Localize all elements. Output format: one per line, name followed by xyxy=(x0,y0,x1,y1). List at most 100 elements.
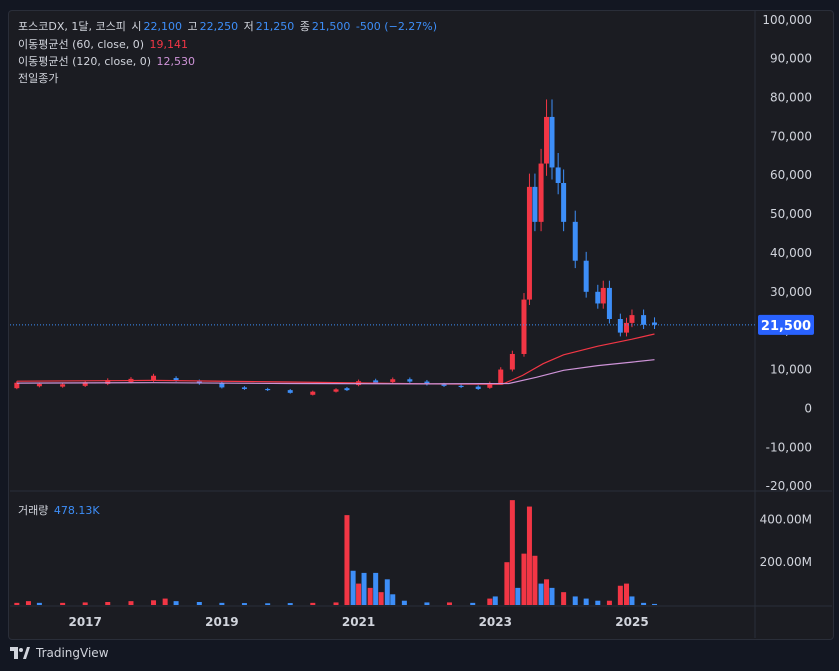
volume-bar xyxy=(378,592,384,605)
candle-body xyxy=(475,386,481,389)
volume-bar xyxy=(25,601,31,605)
ma120-legend[interactable]: 이동평균선 (120, close, 0) 12,530 xyxy=(18,53,197,69)
candle-body xyxy=(521,299,527,354)
volume-bar xyxy=(310,602,316,605)
time-tick-label: 2017 xyxy=(68,615,101,629)
volume-bar xyxy=(128,601,134,605)
candle-body xyxy=(561,182,567,222)
volume-bar xyxy=(105,602,111,605)
ma60-legend[interactable]: 이동평균선 (60, close, 0) 19,141 xyxy=(18,36,190,52)
candle-body xyxy=(487,383,493,388)
volume-bar xyxy=(526,506,532,605)
ma60-label: 이동평균선 (60, close, 0) xyxy=(18,38,144,51)
volume-bar xyxy=(617,585,623,605)
ma60-value: 19,141 xyxy=(149,38,189,51)
candle-body xyxy=(82,382,88,386)
candle-body xyxy=(424,381,430,385)
candle-body xyxy=(333,389,339,392)
close-value: 21,500 xyxy=(311,20,351,33)
candle-body xyxy=(344,388,350,391)
candle-body xyxy=(509,353,515,370)
volume-bar xyxy=(219,602,225,605)
candle-body xyxy=(105,380,111,384)
volume-bar xyxy=(492,596,498,605)
price-tick-label: 70,000 xyxy=(770,129,812,143)
candle-body xyxy=(526,186,532,300)
candle-body xyxy=(617,319,623,333)
candle-body xyxy=(606,287,612,320)
candle-body xyxy=(572,221,578,261)
ma120-value: 12,530 xyxy=(156,55,196,68)
volume-bar xyxy=(333,602,339,605)
volume-bar xyxy=(265,603,271,605)
volume-bar xyxy=(14,602,20,605)
volume-tick-label: 400.00M xyxy=(760,512,812,526)
prev-close-label: 전일종가 xyxy=(18,72,59,85)
candle-body xyxy=(196,381,202,384)
volume-bar xyxy=(373,572,379,605)
volume-bar xyxy=(595,600,601,605)
volume-bar xyxy=(151,600,157,605)
volume-bar xyxy=(241,603,247,605)
volume-series xyxy=(14,500,658,605)
price-tick-label: 100,000 xyxy=(762,13,812,27)
price-axis: 100,000 90,000 80,000 70,000 60,000 50,000 40,… xyxy=(762,13,812,493)
volume-bar xyxy=(487,598,493,605)
open-label: 시 xyxy=(131,20,142,33)
candle-body xyxy=(36,383,42,387)
candle-body xyxy=(498,369,504,384)
price-tick-label: 90,000 xyxy=(770,52,812,66)
price-tick-label: 10,000 xyxy=(770,363,812,377)
price-tick-label: 40,000 xyxy=(770,246,812,260)
candle-body xyxy=(14,382,20,389)
open-value: 22,100 xyxy=(143,20,182,33)
volume-bar xyxy=(367,587,373,605)
volume-bar xyxy=(504,562,510,605)
volume-bar xyxy=(401,600,407,605)
time-tick-label: 2021 xyxy=(342,615,375,629)
volume-bar xyxy=(287,603,293,605)
volume-tick-label: 200.00M xyxy=(760,555,812,569)
candle-body xyxy=(583,260,589,292)
volume-bar xyxy=(82,602,88,605)
candle-body xyxy=(265,388,271,391)
tradingview-logo[interactable]: TradingView xyxy=(10,646,109,660)
price-tick-label: 30,000 xyxy=(770,285,812,299)
candle-body xyxy=(544,116,550,164)
volume-legend[interactable]: 거래량 478.13K xyxy=(18,502,102,518)
candle-body xyxy=(549,116,555,168)
volume-bar xyxy=(60,602,66,605)
candle-body xyxy=(390,379,396,382)
candle-body xyxy=(641,315,647,325)
candle-body xyxy=(624,322,630,333)
change-value: -500 (−2.27%) xyxy=(355,20,438,33)
candle-body xyxy=(458,385,464,388)
last-price-marker: 21,500 xyxy=(10,314,814,335)
volume-bar xyxy=(350,570,356,605)
volume-bar xyxy=(515,587,521,605)
volume-bar xyxy=(36,602,42,605)
tradingview-logo-icon xyxy=(10,647,30,659)
candle-body xyxy=(595,291,601,304)
volume-bar xyxy=(384,579,390,605)
ma120-line xyxy=(16,359,655,385)
volume-bar xyxy=(521,553,527,605)
volume-bar xyxy=(344,515,350,605)
volume-bar xyxy=(641,602,647,605)
volume-bar xyxy=(470,602,476,605)
candle-body xyxy=(287,390,293,393)
volume-bar xyxy=(606,600,612,605)
candle-body xyxy=(219,383,225,388)
symbol-legend: 포스코DX, 1달, 코스피 시 22,100 고 22,250 저 21,250 종… xyxy=(18,18,439,34)
volume-value: 478.13K xyxy=(53,504,100,517)
candle-body xyxy=(538,163,544,222)
price-tick-label: -20,000 xyxy=(766,479,812,493)
candle-body xyxy=(151,375,157,381)
high-value: 22,250 xyxy=(199,20,239,33)
volume-bar xyxy=(361,572,367,605)
time-axis: 2017 2019 2021 2023 2025 xyxy=(68,615,648,629)
volume-bar xyxy=(390,594,396,605)
prev-close-legend[interactable]: 전일종가 xyxy=(18,70,60,86)
time-tick-label: 2023 xyxy=(479,615,512,629)
